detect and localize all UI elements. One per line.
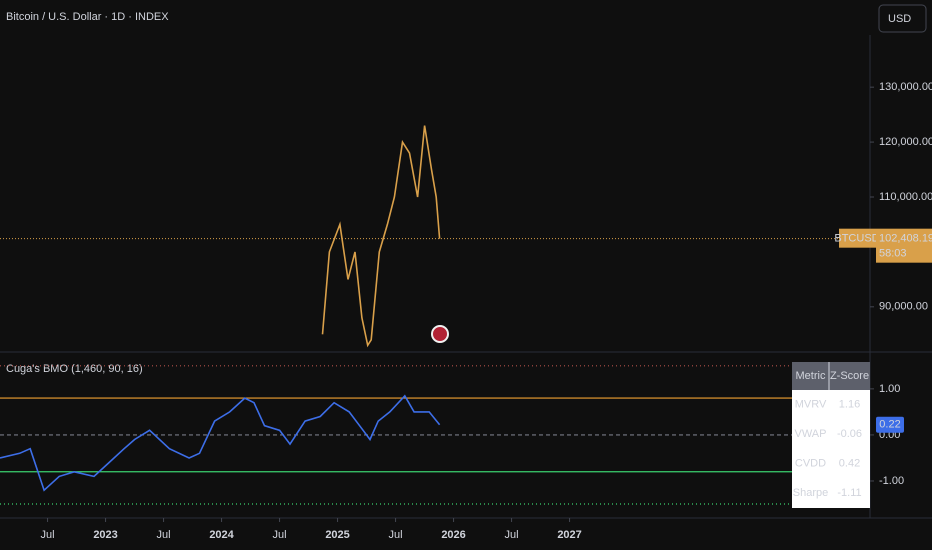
price-label: 102,408.19 — [879, 233, 932, 245]
table-cell: VWAP — [795, 428, 827, 440]
indicator-title: Cuga's BMO (1,460, 90, 16) — [6, 363, 143, 375]
x-tick-label: Jul — [273, 529, 287, 541]
symbol-title: Bitcoin / U.S. Dollar · 1D · INDEX — [6, 11, 169, 23]
y-tick-label: 110,000.00 — [879, 191, 932, 203]
x-tick-label: 2025 — [325, 529, 349, 541]
series-line — [0, 394, 441, 492]
countdown: 58:03 — [879, 248, 907, 260]
currency-button[interactable] — [878, 4, 927, 33]
y-tick-label: 130,000.00 — [879, 81, 932, 93]
event-marker[interactable] — [431, 325, 449, 343]
x-tick-label: 2027 — [557, 529, 581, 541]
table-body-bg — [792, 390, 870, 508]
table-header: Metric — [796, 370, 826, 382]
table-cell: 1.16 — [839, 399, 860, 411]
x-tick-label: Jul — [157, 529, 171, 541]
plot-area — [321, 125, 441, 348]
symbol-badge — [839, 228, 876, 248]
value-badge — [876, 416, 904, 433]
table-cell: MVRV — [795, 399, 827, 411]
price-badge — [876, 228, 932, 263]
plot-area — [0, 394, 441, 492]
table-cell: -1.11 — [837, 487, 861, 499]
x-tick-label: Jul — [505, 529, 519, 541]
y-tick-label: 1.00 — [879, 383, 900, 395]
table-cell: Sharpe — [793, 487, 828, 499]
x-tick-label: Jul — [41, 529, 55, 541]
value-label: 0.22 — [879, 419, 900, 431]
y-tick-label: 90,000.00 — [879, 301, 928, 313]
currency-label[interactable]: USD — [888, 13, 911, 25]
x-tick-label: 2024 — [209, 529, 234, 541]
table-cell: 0.42 — [839, 458, 860, 470]
table-header-bg — [792, 362, 870, 390]
table-cell: -0.06 — [837, 428, 862, 440]
table-header: Z-Score — [830, 370, 869, 382]
series-line — [321, 125, 441, 348]
x-tick-label: Jul — [389, 529, 403, 541]
x-tick-label: 2023 — [93, 529, 117, 541]
x-tick-label: 2026 — [441, 529, 465, 541]
y-tick-label: 120,000.00 — [879, 136, 932, 148]
symbol-label: BTCUSD — [834, 233, 879, 245]
table-cell: CVDD — [795, 458, 826, 470]
y-tick-label: -1.00 — [879, 475, 904, 487]
